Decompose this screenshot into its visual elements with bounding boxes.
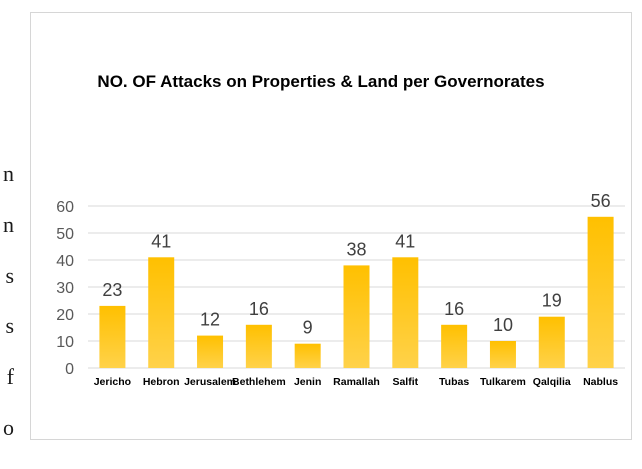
bar-jericho <box>99 305 126 368</box>
edge-letter: s <box>5 263 14 288</box>
bar-bethlehem <box>245 324 272 368</box>
chart-title: NO. OF Attacks on Properties & Land per … <box>97 72 545 91</box>
y-axis: 0 10 20 30 40 50 60 <box>56 199 74 378</box>
x-tick-label: Tubas <box>439 376 469 388</box>
data-label: 56 <box>591 191 611 211</box>
y-tick-label: 60 <box>56 199 74 216</box>
x-tick-label: Bethlehem <box>232 376 286 388</box>
bar-qalqilia <box>538 316 565 368</box>
bar-nablus <box>587 216 614 368</box>
chart-area <box>30 12 632 440</box>
edge-letter: f <box>6 364 14 389</box>
data-label: 38 <box>346 239 366 259</box>
data-label: 9 <box>303 318 313 338</box>
data-label: 16 <box>444 299 464 319</box>
edge-letter: n <box>3 212 14 237</box>
bar-jenin <box>294 343 321 368</box>
y-tick-label: 50 <box>56 226 74 243</box>
x-tick-label: Hebron <box>143 376 180 388</box>
x-tick-label: Jenin <box>294 376 321 388</box>
data-label: 19 <box>542 291 562 311</box>
bar-salfit <box>392 257 419 368</box>
bars <box>99 216 614 368</box>
x-tick-label: Qalqilia <box>533 376 571 388</box>
bar-jerusalem <box>197 335 224 368</box>
y-tick-label: 40 <box>56 253 74 270</box>
bar-tulkarem <box>489 341 516 368</box>
edge-letter: s <box>5 313 14 338</box>
bar-hebron <box>148 257 175 368</box>
x-tick-label: Salfit <box>392 376 418 388</box>
data-label: 41 <box>395 231 415 251</box>
x-tick-label: Nablus <box>583 376 618 388</box>
edge-letter: o <box>3 415 14 440</box>
y-tick-label: 10 <box>56 334 74 351</box>
y-tick-label: 20 <box>56 307 74 324</box>
y-tick-label: 30 <box>56 280 74 297</box>
data-labels: 23 41 12 16 9 38 41 16 10 19 56 <box>102 191 610 338</box>
bar-tubas <box>441 324 468 368</box>
x-tick-label: Ramallah <box>333 376 380 388</box>
data-label: 12 <box>200 310 220 330</box>
x-tick-label: Jericho <box>94 376 131 388</box>
data-label: 41 <box>151 231 171 251</box>
data-label: 16 <box>249 299 269 319</box>
bar-ramallah <box>343 265 370 368</box>
x-tick-label: Tulkarem <box>480 376 526 388</box>
x-tick-label: Jerusalem <box>184 376 236 388</box>
edge-letter: n <box>3 161 14 186</box>
data-label: 10 <box>493 315 513 335</box>
y-tick-label: 0 <box>65 361 74 378</box>
data-label: 23 <box>102 280 122 300</box>
